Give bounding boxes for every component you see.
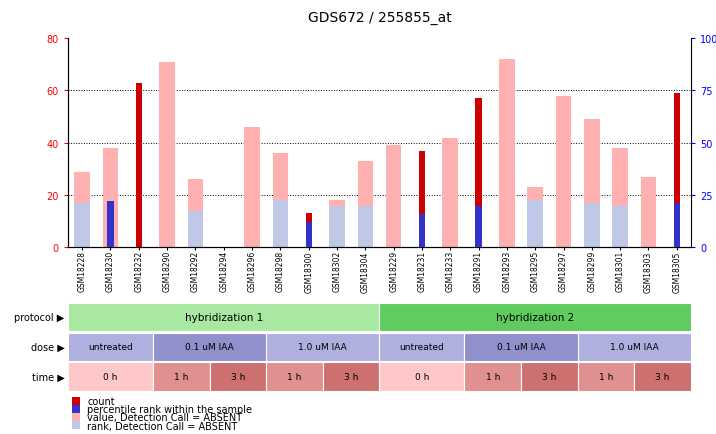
Text: 1 h: 1 h <box>287 372 301 381</box>
Bar <box>556 96 571 248</box>
Text: untreated: untreated <box>400 342 445 352</box>
Bar <box>386 146 402 248</box>
Text: percentile rank within the sample: percentile rank within the sample <box>87 404 252 414</box>
Text: 0.1 uM IAA: 0.1 uM IAA <box>185 342 234 352</box>
Bar <box>612 206 628 248</box>
Bar <box>641 178 657 248</box>
Text: 3 h: 3 h <box>542 372 556 381</box>
Text: 1 h: 1 h <box>174 372 188 381</box>
Bar <box>74 204 90 248</box>
Text: dose ▶: dose ▶ <box>31 342 64 352</box>
Text: hybridization 1: hybridization 1 <box>185 312 263 322</box>
Text: protocol ▶: protocol ▶ <box>14 312 64 322</box>
Text: 1 h: 1 h <box>485 372 500 381</box>
Text: 0 h: 0 h <box>415 372 429 381</box>
Bar <box>528 201 543 248</box>
Bar <box>528 188 543 248</box>
Bar <box>153 333 266 361</box>
Bar <box>634 362 691 391</box>
Text: time ▶: time ▶ <box>32 372 64 381</box>
Bar <box>68 303 379 332</box>
Text: 1.0 uM IAA: 1.0 uM IAA <box>610 342 659 352</box>
Bar <box>357 206 373 248</box>
Bar <box>442 138 458 248</box>
Bar <box>521 362 578 391</box>
Bar <box>674 204 680 248</box>
Text: 3 h: 3 h <box>655 372 669 381</box>
Bar <box>244 128 260 248</box>
Bar <box>68 362 153 391</box>
Bar <box>379 333 465 361</box>
Bar <box>584 204 599 248</box>
Bar <box>379 303 691 332</box>
Bar <box>188 211 203 248</box>
Bar <box>329 206 345 248</box>
Text: rank, Detection Call = ABSENT: rank, Detection Call = ABSENT <box>87 421 238 431</box>
Bar <box>68 333 153 361</box>
Text: hybridization 2: hybridization 2 <box>496 312 574 322</box>
Bar <box>136 83 142 248</box>
Bar <box>578 333 691 361</box>
Text: count: count <box>87 396 115 406</box>
Bar <box>273 154 288 248</box>
Bar <box>107 202 114 248</box>
Bar <box>419 151 425 248</box>
Bar <box>323 362 379 391</box>
Text: 0.1 uM IAA: 0.1 uM IAA <box>497 342 546 352</box>
Bar <box>465 333 578 361</box>
Bar <box>465 362 521 391</box>
Bar <box>674 94 680 248</box>
Bar <box>102 149 118 248</box>
Text: GDS672 / 255855_at: GDS672 / 255855_at <box>308 11 451 25</box>
Text: 1.0 uM IAA: 1.0 uM IAA <box>299 342 347 352</box>
Bar <box>160 62 175 248</box>
Bar <box>329 201 345 248</box>
Bar <box>266 362 323 391</box>
Text: 0 h: 0 h <box>103 372 117 381</box>
Text: value, Detection Call = ABSENT: value, Detection Call = ABSENT <box>87 412 243 422</box>
Bar <box>379 362 465 391</box>
Bar <box>306 223 311 248</box>
Bar <box>578 362 634 391</box>
Bar <box>188 180 203 248</box>
Bar <box>584 120 599 248</box>
Text: 1 h: 1 h <box>599 372 613 381</box>
Bar <box>612 149 628 248</box>
Bar <box>475 206 482 248</box>
Text: 3 h: 3 h <box>344 372 358 381</box>
Text: 3 h: 3 h <box>231 372 245 381</box>
Bar <box>273 201 288 248</box>
Bar <box>499 60 515 248</box>
Bar <box>74 172 90 248</box>
Bar <box>475 99 482 248</box>
Bar <box>266 333 379 361</box>
Bar <box>210 362 266 391</box>
Bar <box>357 162 373 248</box>
Bar <box>153 362 210 391</box>
Bar <box>419 214 425 248</box>
Text: untreated: untreated <box>88 342 133 352</box>
Bar <box>306 214 311 248</box>
